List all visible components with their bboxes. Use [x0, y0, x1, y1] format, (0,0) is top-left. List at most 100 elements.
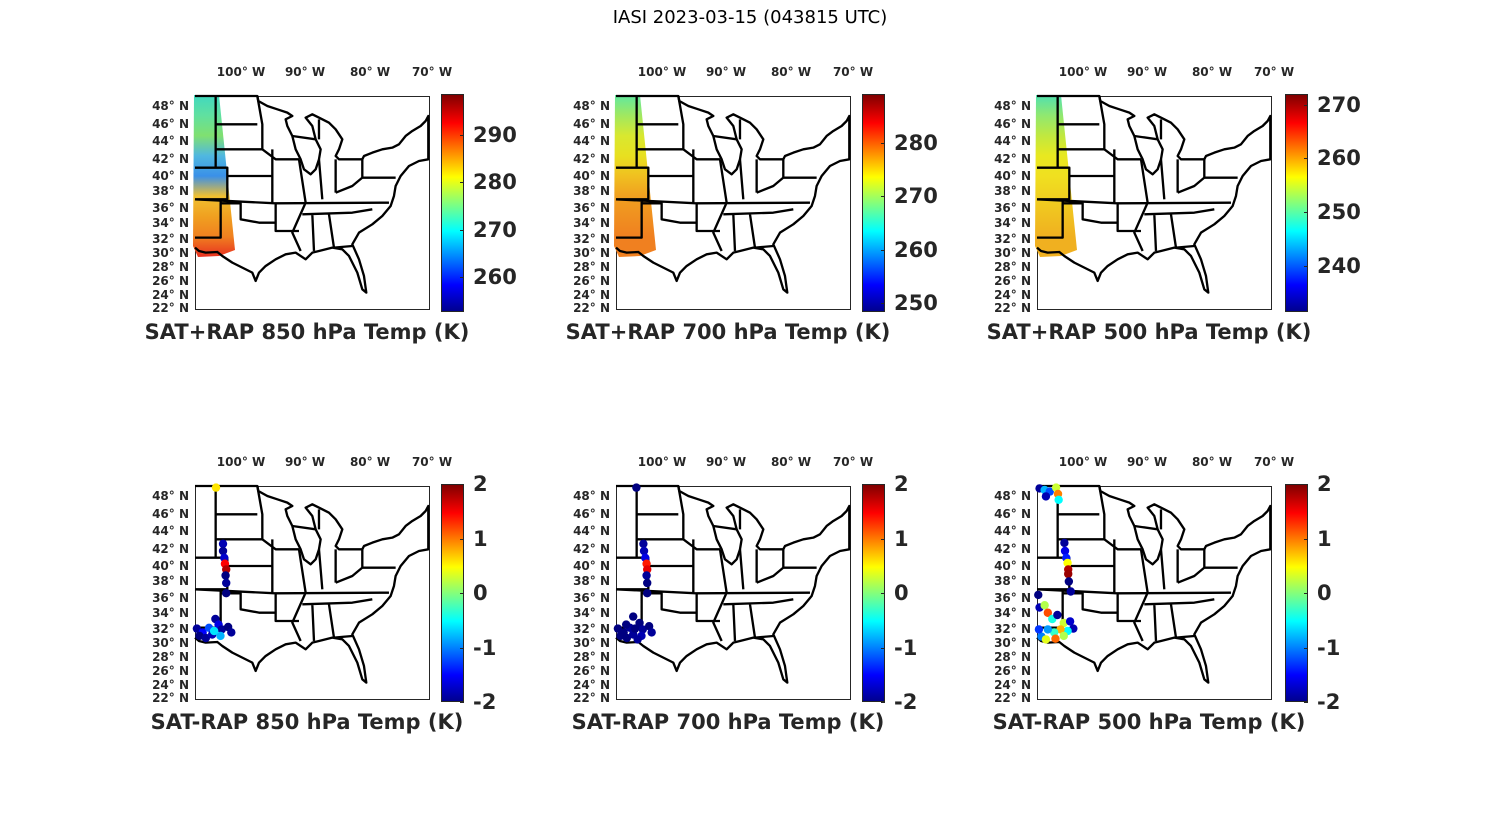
lon-label: 100° W [1058, 65, 1108, 79]
lat-label: 46° N [573, 507, 610, 521]
difference-point [643, 589, 652, 598]
lat-label: 22° N [994, 691, 1031, 705]
lon-label: 70° W [1253, 65, 1295, 79]
difference-point [1064, 577, 1074, 586]
lat-label: 22° N [573, 301, 610, 315]
lat-label: 28° N [994, 650, 1031, 664]
lon-label: 90° W [705, 65, 747, 79]
difference-point [642, 571, 651, 580]
colorbar-tick-label: 260 [473, 265, 517, 289]
lat-label: 40° N [152, 169, 189, 183]
lat-label: 26° N [573, 664, 610, 678]
lat-label: 42° N [994, 542, 1031, 556]
colorbar-tick-mark [460, 277, 464, 278]
colorbar-tick-mark [460, 702, 464, 703]
difference-point [622, 633, 632, 643]
colorbar-tick-label: 1 [473, 526, 488, 551]
colorbar-tick-label: 0 [473, 581, 488, 605]
lat-label: 48° N [994, 99, 1031, 113]
figure-title: IASI 2023-03-15 (043815 UTC) [612, 7, 888, 28]
lat-label: 40° N [573, 559, 610, 573]
difference-point [628, 612, 638, 621]
map-axes [614, 94, 851, 310]
lat-label: 28° N [152, 650, 189, 664]
colorbar [441, 94, 464, 312]
difference-point [1053, 610, 1062, 620]
lat-label: 30° N [573, 246, 610, 260]
lat-label: 26° N [994, 274, 1031, 288]
lat-label: 38° N [152, 574, 189, 588]
lat-label: 24° N [994, 678, 1031, 692]
colorbar-tick-label: 280 [473, 170, 517, 195]
lat-label: 28° N [152, 260, 189, 274]
satellite-swath [1035, 95, 1077, 257]
difference-point [1043, 608, 1053, 617]
lat-label: 26° N [994, 664, 1031, 678]
map-plot [1035, 94, 1272, 294]
lat-label: 48° N [573, 489, 610, 503]
difference-point [1040, 601, 1049, 610]
colorbar-tick-mark [460, 135, 464, 137]
colorbar-tick-mark [881, 647, 885, 649]
colorbar-tick-mark [460, 593, 464, 594]
map-axes [1034, 483, 1272, 700]
difference-point [647, 628, 656, 637]
difference-point [1064, 569, 1073, 579]
difference-point [621, 620, 631, 629]
lat-label: 36° N [573, 591, 610, 605]
colorbar-tick-mark [1304, 593, 1308, 594]
difference-point [211, 483, 221, 492]
lat-label: 30° N [152, 246, 189, 260]
colorbar-tick-label: 2 [894, 472, 909, 496]
colorbar-tick-mark [881, 249, 885, 251]
colorbar-tick-label: 280 [894, 131, 938, 156]
difference-point [1034, 625, 1044, 634]
difference-point [195, 631, 204, 641]
lat-label: 40° N [994, 559, 1031, 573]
map-plot [614, 94, 851, 294]
lat-label: 26° N [152, 664, 189, 678]
colorbar-tick-label: 270 [894, 184, 938, 209]
lon-label: 80° W [1191, 65, 1233, 79]
difference-point [635, 618, 644, 628]
difference-point [630, 624, 640, 633]
state-boundaries [614, 94, 851, 294]
difference-point [227, 628, 236, 637]
lat-label: 34° N [152, 606, 189, 620]
lat-label: 34° N [994, 606, 1031, 620]
difference-point [1034, 590, 1043, 600]
colorbar-tick-label: 270 [1317, 92, 1361, 117]
map-plot [1034, 483, 1272, 684]
lat-label: 44° N [152, 134, 189, 148]
state-boundaries [193, 94, 430, 294]
colorbar-tick-mark [881, 702, 885, 703]
lat-label: 46° N [152, 507, 189, 521]
difference-point [222, 578, 231, 588]
lon-label: 100° W [216, 455, 266, 469]
lat-label: 46° N [573, 117, 610, 131]
difference-point [1051, 634, 1060, 643]
colorbar-tick-mark [881, 538, 885, 540]
colorbar-tick-mark [881, 302, 885, 304]
lon-label: 70° W [411, 455, 453, 469]
lat-label: 30° N [152, 636, 189, 650]
lon-label: 100° W [216, 65, 266, 79]
lon-label: 80° W [349, 455, 391, 469]
colorbar-tick-label: 250 [1317, 200, 1361, 225]
colorbar-tick-mark [460, 182, 464, 184]
lat-label: 28° N [573, 260, 610, 274]
colorbar-tick-label: -1 [894, 635, 918, 660]
difference-point [1063, 558, 1072, 568]
lat-label: 44° N [994, 134, 1031, 148]
lon-label: 100° W [637, 65, 687, 79]
difference-point [1059, 631, 1068, 641]
lon-label: 80° W [770, 455, 812, 469]
lat-label: 26° N [152, 274, 189, 288]
difference-point [616, 631, 625, 641]
lon-label: 70° W [832, 455, 874, 469]
difference-point [1059, 618, 1068, 628]
colorbar-tick-label: 1 [894, 526, 909, 551]
difference-point [216, 631, 225, 641]
lat-label: 24° N [152, 288, 189, 302]
lat-label: 24° N [152, 678, 189, 692]
